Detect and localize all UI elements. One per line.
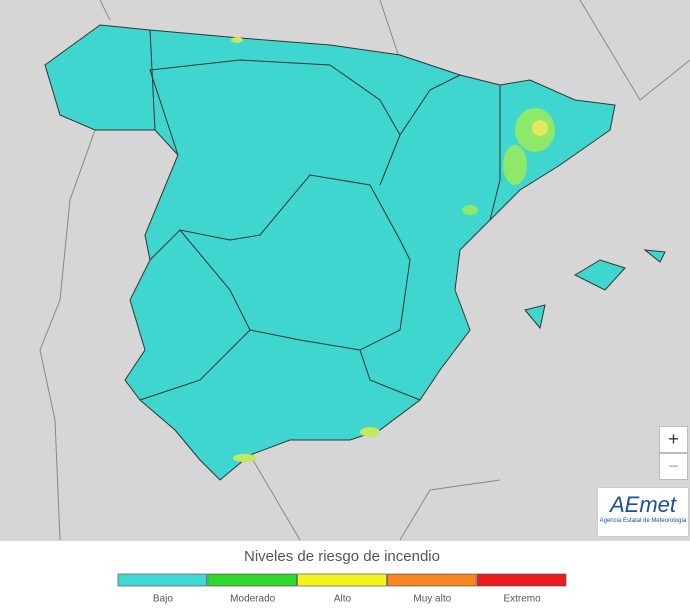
legend-label: Alto xyxy=(334,594,352,605)
legend-swatch xyxy=(207,573,297,587)
legend-label: Extremo xyxy=(503,594,541,605)
legend-label: Moderado xyxy=(230,594,275,605)
spain xyxy=(44,24,616,481)
logo: AEmet Agencia Estatal de Meteorología xyxy=(597,487,689,537)
region-borders xyxy=(139,29,501,401)
legend: Bajo Moderado Alto Muy alto Extremo xyxy=(117,573,567,605)
logo-subtitle: Agencia Estatal de Meteorología xyxy=(599,518,687,524)
legend-label: Muy alto xyxy=(413,594,451,605)
zoom-out[interactable]: − xyxy=(659,453,688,480)
legend-title: Niveles de riesgo de incendio xyxy=(244,548,440,565)
legend-swatch xyxy=(117,573,208,587)
risk-patches xyxy=(231,37,555,462)
legend-swatch xyxy=(387,573,477,587)
country-borders xyxy=(39,0,690,541)
zoom-in[interactable]: + xyxy=(659,426,688,453)
legend-swatch xyxy=(297,573,387,587)
logo-name: AEmet xyxy=(609,492,677,517)
legend-label: Bajo xyxy=(153,594,173,605)
islands xyxy=(524,249,666,330)
legend-swatch xyxy=(476,573,567,587)
